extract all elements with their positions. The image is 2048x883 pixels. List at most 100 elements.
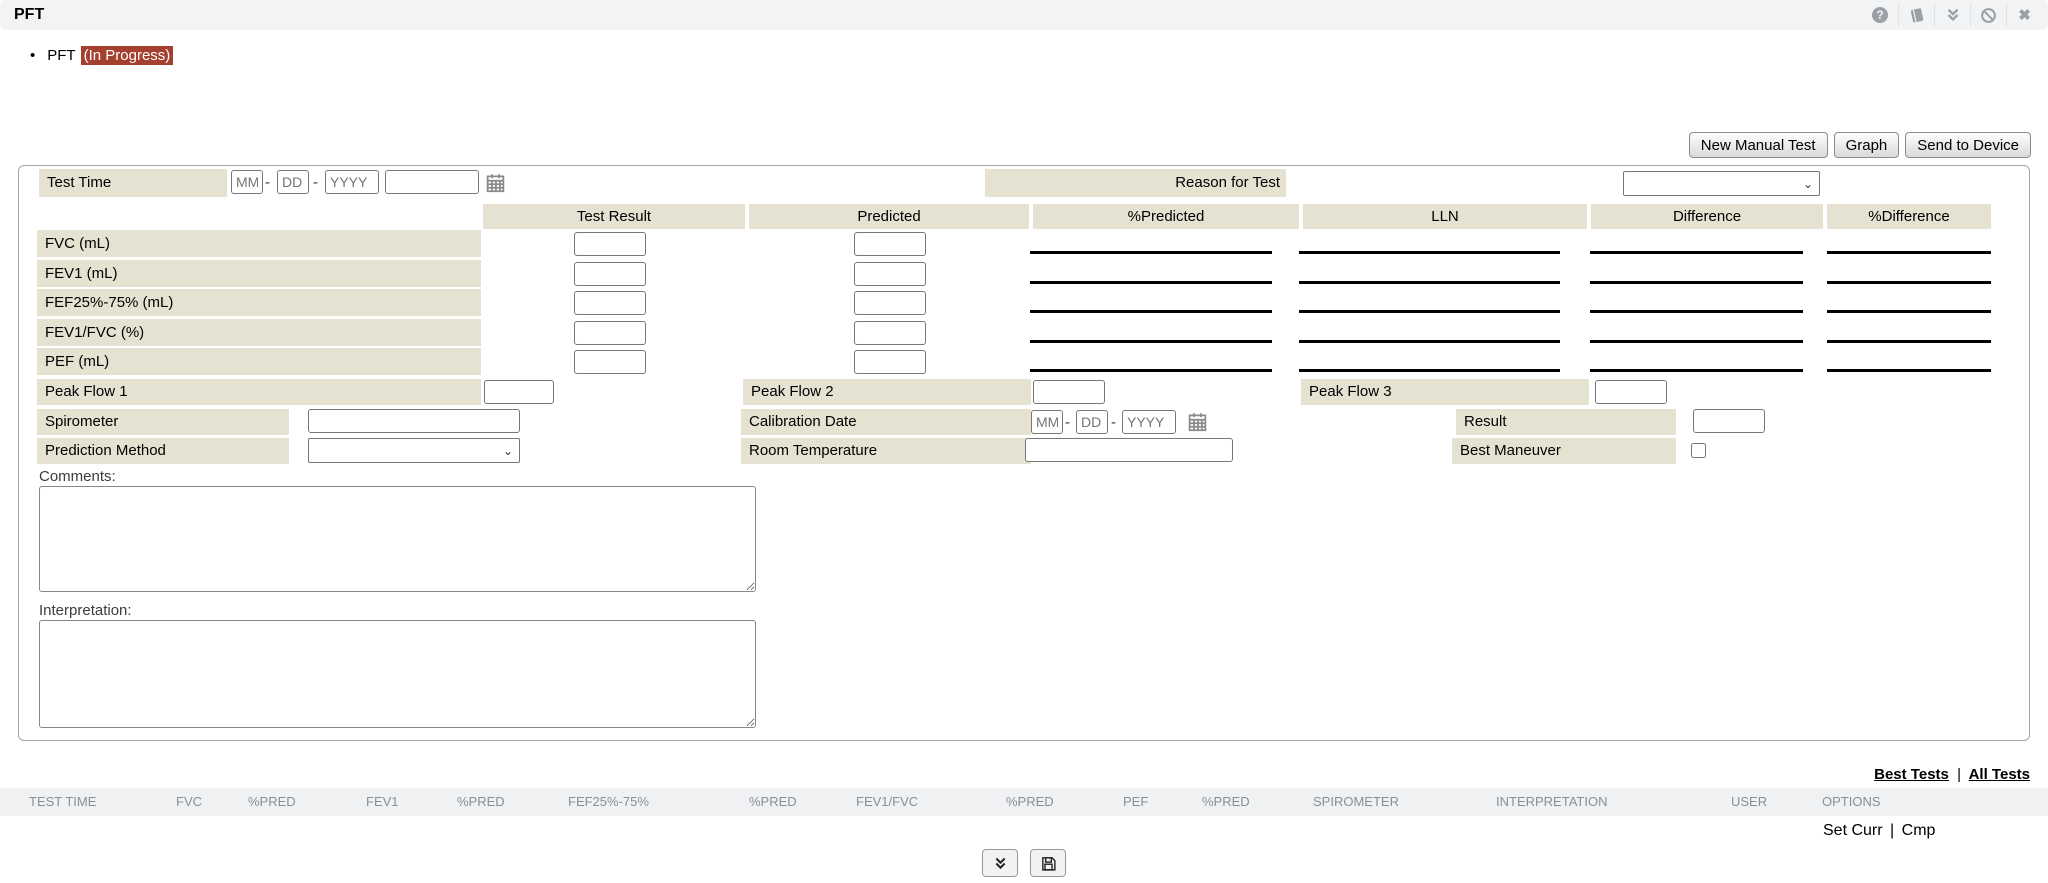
test-time-year-input[interactable] bbox=[325, 170, 379, 194]
col-pred-3: %PRED bbox=[749, 794, 797, 809]
window-titlebar: PFT ? ✖ bbox=[0, 0, 2048, 30]
pef-predicted-input[interactable] bbox=[854, 350, 926, 374]
new-manual-test-button[interactable]: New Manual Test bbox=[1688, 132, 1828, 158]
result-input[interactable] bbox=[1693, 409, 1765, 433]
double-chevron-down-icon bbox=[995, 857, 1005, 869]
col-fev1: FEV1 bbox=[366, 794, 399, 809]
date-separator: - bbox=[1065, 414, 1070, 431]
col-pred-4: %PRED bbox=[1006, 794, 1054, 809]
fvc-percent-predicted-line bbox=[1030, 251, 1272, 254]
test-time-time-input[interactable] bbox=[385, 170, 479, 194]
col-pef: PEF bbox=[1123, 794, 1149, 809]
best-maneuver-checkbox[interactable] bbox=[1691, 443, 1706, 458]
fev1-fvc-test-result-input[interactable] bbox=[574, 321, 646, 345]
send-to-device-button[interactable]: Send to Device bbox=[1905, 132, 2031, 158]
fef-test-result-input[interactable] bbox=[574, 291, 646, 315]
pef-percent-difference-line bbox=[1827, 369, 1991, 372]
measurement-row-fef: FEF25%-75% (mL) bbox=[19, 289, 2029, 316]
fef-percent-difference-line bbox=[1827, 310, 1991, 313]
prediction-row: Prediction Method ⌄ Room Temperature Bes… bbox=[19, 438, 2029, 464]
set-curr-link[interactable]: Set Curr bbox=[1823, 822, 1883, 839]
col-pred-2: %PRED bbox=[457, 794, 505, 809]
prediction-method-select[interactable]: ⌄ bbox=[308, 438, 520, 463]
room-temperature-label: Room Temperature bbox=[741, 438, 1031, 464]
calibration-day-input[interactable] bbox=[1076, 410, 1108, 434]
date-separator: - bbox=[313, 174, 318, 191]
row-label-fev1: FEV1 (mL) bbox=[37, 260, 481, 287]
reason-for-test-label: Reason for Test bbox=[985, 169, 1286, 197]
col-pred-5: %PRED bbox=[1202, 794, 1250, 809]
fev1-percent-difference-line bbox=[1827, 281, 1991, 284]
fef-predicted-input[interactable] bbox=[854, 291, 926, 315]
comments-textarea[interactable] bbox=[39, 486, 756, 592]
calibration-month-input[interactable] bbox=[1031, 410, 1063, 434]
room-temperature-input[interactable] bbox=[1025, 438, 1233, 462]
save-button[interactable] bbox=[1030, 849, 1066, 877]
peak-flow-3-label: Peak Flow 3 bbox=[1301, 379, 1589, 405]
col-user: USER bbox=[1731, 794, 1768, 809]
row-label-fef: FEF25%-75% (mL) bbox=[37, 289, 481, 316]
fvc-test-result-input[interactable] bbox=[574, 232, 646, 256]
calibration-date-label: Calibration Date bbox=[741, 409, 1031, 435]
help-icon[interactable]: ? bbox=[1862, 3, 1898, 27]
collapse-icon[interactable] bbox=[1934, 3, 1970, 27]
all-tests-link[interactable]: All Tests bbox=[1968, 766, 2030, 783]
pef-difference-line bbox=[1590, 369, 1803, 372]
test-time-day-input[interactable] bbox=[277, 170, 309, 194]
fef-percent-predicted-line bbox=[1030, 310, 1272, 313]
fev1-fvc-difference-line bbox=[1590, 340, 1803, 343]
link-separator: | bbox=[1957, 766, 1961, 783]
fef-lln-line bbox=[1299, 310, 1560, 313]
close-icon[interactable]: ✖ bbox=[2006, 3, 2042, 27]
save-icon bbox=[1041, 856, 1056, 871]
col-fvc: FVC bbox=[176, 794, 202, 809]
reason-for-test-select[interactable]: ⌄ bbox=[1623, 171, 1820, 196]
peak-flow-1-input[interactable] bbox=[484, 380, 554, 404]
fev1-test-result-input[interactable] bbox=[574, 262, 646, 286]
col-options: OPTIONS bbox=[1822, 794, 1881, 809]
calibration-year-input[interactable] bbox=[1122, 410, 1176, 434]
column-header-predicted: Predicted bbox=[749, 204, 1029, 229]
best-tests-link[interactable]: Best Tests bbox=[1874, 766, 1949, 783]
pef-lln-line bbox=[1299, 369, 1560, 372]
spirometer-row: Spirometer Calibration Date - - Result bbox=[19, 409, 2029, 435]
page-title: PFT bbox=[14, 6, 45, 23]
test-time-label: Test Time bbox=[39, 169, 227, 197]
calibration-calendar-icon[interactable] bbox=[1187, 411, 1208, 432]
date-separator: - bbox=[1111, 414, 1116, 431]
block-icon[interactable] bbox=[1970, 3, 2006, 27]
peak-flow-3-input[interactable] bbox=[1595, 380, 1667, 404]
tests-table-header: TEST TIME FVC %PRED FEV1 %PRED FEF25%-75… bbox=[0, 788, 2048, 816]
measurement-row-fev1: FEV1 (mL) bbox=[19, 260, 2029, 287]
graph-button[interactable]: Graph bbox=[1833, 132, 1900, 158]
pft-form-panel: Test Time - - Reason for Test ⌄ Test Res… bbox=[18, 165, 2030, 741]
expand-more-button[interactable] bbox=[982, 849, 1018, 877]
comments-label: Comments: bbox=[39, 468, 116, 485]
result-label: Result bbox=[1456, 409, 1676, 435]
pef-test-result-input[interactable] bbox=[574, 350, 646, 374]
fev1-fvc-lln-line bbox=[1299, 340, 1560, 343]
fvc-predicted-input[interactable] bbox=[854, 232, 926, 256]
col-pred-1: %PRED bbox=[248, 794, 296, 809]
test-time-calendar-icon[interactable] bbox=[485, 172, 506, 193]
interpretation-textarea[interactable] bbox=[39, 620, 756, 728]
fev1-difference-line bbox=[1590, 281, 1803, 284]
list-bullet: • bbox=[30, 47, 36, 64]
spirometer-input[interactable] bbox=[308, 409, 520, 433]
fev1-predicted-input[interactable] bbox=[854, 262, 926, 286]
fev1-fvc-predicted-input[interactable] bbox=[854, 321, 926, 345]
fvc-lln-line bbox=[1299, 251, 1560, 254]
cmp-link[interactable]: Cmp bbox=[1901, 822, 1936, 839]
measurement-row-fev1-fvc: FEV1/FVC (%) bbox=[19, 319, 2029, 346]
peak-flow-2-input[interactable] bbox=[1033, 380, 1105, 404]
status-item-label: PFT bbox=[47, 47, 76, 64]
prediction-method-label: Prediction Method bbox=[37, 438, 289, 464]
test-time-month-input[interactable] bbox=[231, 170, 263, 194]
peak-flow-1-label: Peak Flow 1 bbox=[37, 379, 481, 405]
fef-difference-line bbox=[1590, 310, 1803, 313]
book-icon[interactable] bbox=[1898, 3, 1934, 27]
fev1-fvc-percent-difference-line bbox=[1827, 340, 1991, 343]
best-maneuver-label: Best Maneuver bbox=[1452, 438, 1676, 464]
fvc-percent-difference-line bbox=[1827, 251, 1991, 254]
chevron-down-icon: ⌄ bbox=[502, 443, 513, 458]
